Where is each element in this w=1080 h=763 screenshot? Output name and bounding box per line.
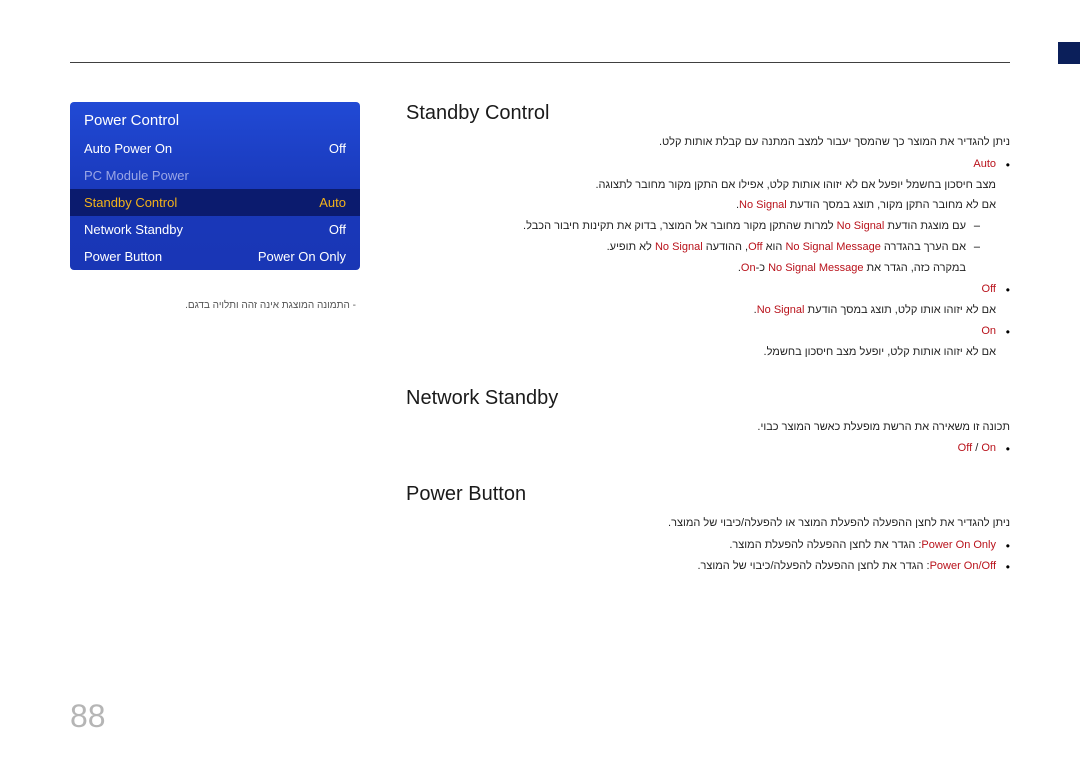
row-value: Off bbox=[329, 222, 346, 237]
image-note: התמונה המוצגת אינה זהה ותלויה בדגם. bbox=[70, 300, 360, 311]
text-column: Standby Control ניתן להגדיר את המוצר כך … bbox=[400, 102, 1010, 601]
row-label: Standby Control bbox=[84, 195, 177, 210]
panel-row-auto-power-on[interactable]: Auto Power On Off bbox=[70, 135, 360, 162]
auto-dashes: עם מוצגת הודעת No Signal למרות שהתקן מקו… bbox=[400, 216, 996, 279]
bullet-on: On אם לא יזוהו אותות קלט, יופעל מצב חיסכ… bbox=[400, 321, 1010, 363]
row-label: Auto Power On bbox=[84, 141, 172, 156]
section-power-button: Power Button ניתן להגדיר את לחצן ההפעלה … bbox=[400, 483, 1010, 576]
bullet-pon-only: Power On Only: הגדר את לחצן ההפעלה להפעל… bbox=[400, 535, 1010, 556]
page: Standby Control ניתן להגדיר את המוצר כך … bbox=[0, 0, 1080, 763]
kw-auto: Auto bbox=[973, 158, 996, 170]
bullet-auto: Auto מצב חיסכון בחשמל יופעל אם לא יזוהו … bbox=[400, 154, 1010, 279]
kw-nosignal-1: No Signal bbox=[739, 199, 787, 211]
row-label: PC Module Power bbox=[84, 168, 189, 183]
powerbtn-bullets: Power On Only: הגדר את לחצן ההפעלה להפעל… bbox=[400, 535, 1010, 577]
panel-row-power-button[interactable]: Power Button Power On Only bbox=[70, 243, 360, 270]
standby-bullets: Auto מצב חיסכון בחשמל יופעל אם לא יזוהו … bbox=[400, 154, 1010, 363]
section-network-standby: Network Standby תכונה זו משאירה את הרשת … bbox=[400, 387, 1010, 460]
section-title: Standby Control bbox=[400, 102, 1010, 125]
row-value: Off bbox=[329, 141, 346, 156]
panel-row-network-standby[interactable]: Network Standby Off bbox=[70, 216, 360, 243]
bullet-off: Off אם לא יזוהו אותו קלט, תוצג במסך הודע… bbox=[400, 279, 1010, 321]
section-title: Power Button bbox=[400, 483, 1010, 506]
panel-column: Power Control Auto Power On Off PC Modul… bbox=[70, 102, 360, 601]
network-bullets: Off / On bbox=[400, 438, 1010, 459]
panel-title: Power Control bbox=[70, 102, 360, 135]
row-label: Network Standby bbox=[84, 222, 183, 237]
content-row: Standby Control ניתן להגדיר את המוצר כך … bbox=[70, 62, 1010, 601]
kw-off: Off bbox=[982, 283, 996, 295]
auto-line1: מצב חיסכון בחשמל יופעל אם לא יזוהו אותות… bbox=[596, 179, 997, 191]
page-number: 88 bbox=[70, 698, 106, 735]
standby-intro: ניתן להגדיר את המוצר כך שהמסך יעבור למצב… bbox=[400, 133, 1010, 152]
section-title: Network Standby bbox=[400, 387, 1010, 410]
section-standby-control: Standby Control ניתן להגדיר את המוצר כך … bbox=[400, 102, 1010, 363]
row-label: Power Button bbox=[84, 249, 162, 264]
panel-row-standby-control[interactable]: Standby Control Auto bbox=[70, 189, 360, 216]
top-rule bbox=[70, 62, 1010, 63]
kw-on: On bbox=[981, 325, 996, 337]
network-intro: תכונה זו משאירה את הרשת מופעלת כאשר המוצ… bbox=[400, 418, 1010, 437]
bullet-onoff: Off / On bbox=[400, 438, 1010, 459]
row-value: Auto bbox=[319, 195, 346, 210]
row-value: Power On Only bbox=[258, 249, 346, 264]
accent-bar bbox=[1058, 42, 1080, 64]
dash-2: אם הערך בהגדרה No Signal Message הוא Off… bbox=[400, 237, 980, 279]
powerbtn-intro: ניתן להגדיר את לחצן ההפעלה להפעלת המוצר … bbox=[400, 514, 1010, 533]
dash-1: עם מוצגת הודעת No Signal למרות שהתקן מקו… bbox=[400, 216, 980, 237]
bullet-pon-off: Power On/Off: הגדר את לחצן ההפעלה להפעלה… bbox=[400, 556, 1010, 577]
panel-row-pc-module-power[interactable]: PC Module Power bbox=[70, 162, 360, 189]
auto-line2a: אם לא מחובר התקן מקור, תוצג במסך הודעת bbox=[787, 199, 996, 211]
power-control-panel: Power Control Auto Power On Off PC Modul… bbox=[70, 102, 360, 270]
